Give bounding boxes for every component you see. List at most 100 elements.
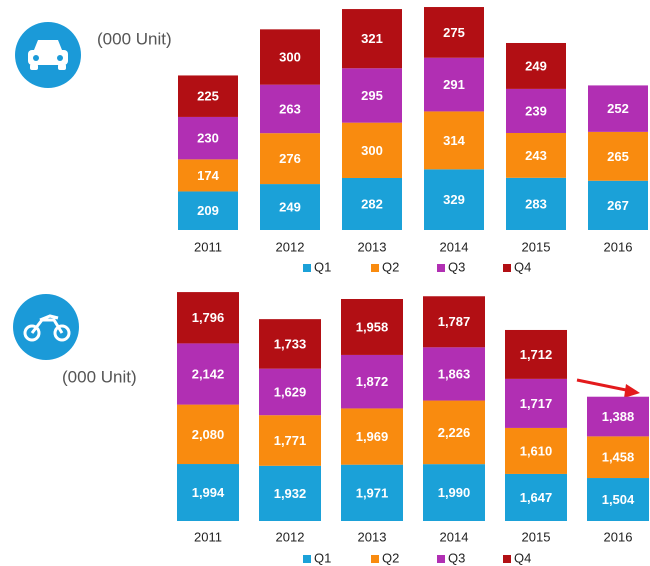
bar-segment	[588, 180, 648, 230]
data-label: 2,226	[438, 425, 471, 440]
bar-segment	[588, 85, 648, 132]
bar-segment	[178, 75, 238, 117]
bar-segment	[423, 464, 485, 521]
data-label: 263	[279, 101, 301, 116]
data-label: 249	[525, 58, 547, 73]
data-label: 1,712	[520, 347, 553, 362]
data-label: 276	[279, 151, 301, 166]
data-label: 1,717	[520, 396, 553, 411]
bar-segment	[587, 478, 649, 521]
data-label: 300	[361, 143, 383, 158]
legend-swatch	[437, 264, 445, 272]
data-label: 291	[443, 77, 465, 92]
bar-segment	[505, 473, 567, 521]
bar-segment	[341, 408, 403, 465]
data-label: 1,629	[274, 384, 307, 399]
data-label: 1,610	[520, 443, 553, 458]
unit-label: (000 Unit)	[97, 29, 172, 48]
x-tick-label: 2015	[522, 239, 551, 254]
bar-segment	[259, 368, 321, 416]
bar-segment	[506, 177, 566, 230]
bar-segment	[423, 400, 485, 465]
data-label: 1,504	[602, 492, 635, 507]
legend-label: Q2	[382, 550, 399, 565]
legend-swatch	[303, 264, 311, 272]
bar-segment	[505, 378, 567, 428]
bar-segment	[260, 84, 320, 134]
legend-label: Q4	[514, 550, 531, 565]
legend-label: Q2	[382, 259, 399, 274]
bar-segment	[260, 184, 320, 230]
bar-segment	[506, 42, 566, 89]
bar-segment	[341, 464, 403, 521]
bar-segment	[259, 319, 321, 369]
bar-segment	[505, 427, 567, 474]
x-tick-label: 2012	[276, 529, 305, 544]
bar-segment	[259, 465, 321, 521]
x-tick-label: 2016	[604, 239, 633, 254]
legend-label: Q1	[314, 259, 331, 274]
bar-segment	[177, 292, 239, 344]
data-label: 239	[525, 103, 547, 118]
data-label: 1,733	[274, 336, 307, 351]
bar-segment	[505, 329, 567, 379]
data-label: 252	[607, 101, 629, 116]
data-label: 225	[197, 89, 219, 104]
data-label: 1,990	[438, 485, 471, 500]
legend-label: Q1	[314, 550, 331, 565]
bar-segment	[177, 404, 239, 465]
data-label: 1,932	[274, 486, 307, 501]
legend-label: Q4	[514, 259, 531, 274]
data-label: 1,458	[602, 450, 635, 465]
legend-label: Q3	[448, 550, 465, 565]
motorbike-icon	[13, 294, 79, 360]
data-label: 265	[607, 149, 629, 164]
data-label: 243	[525, 148, 547, 163]
data-label: 295	[361, 88, 383, 103]
bar-segment	[423, 296, 485, 348]
legend-swatch	[371, 555, 379, 563]
bar-segment	[424, 169, 484, 230]
bar-segment	[178, 159, 238, 192]
bar-segment	[342, 68, 402, 123]
bar-segment	[424, 111, 484, 170]
unit-label: (000 Unit)	[62, 367, 137, 386]
x-tick-label: 2014	[440, 529, 469, 544]
data-label: 1,994	[192, 485, 225, 500]
x-tick-label: 2011	[194, 239, 222, 254]
legend-swatch	[371, 264, 379, 272]
bar-segment	[342, 9, 402, 69]
bar-segment	[424, 57, 484, 112]
data-label: 321	[361, 31, 383, 46]
bar-segment	[341, 299, 403, 355]
data-label: 1,971	[356, 485, 389, 500]
bar-segment	[342, 177, 402, 230]
data-label: 249	[279, 199, 301, 214]
x-tick-label: 2015	[522, 529, 551, 544]
data-label: 283	[525, 196, 547, 211]
x-tick-label: 2011	[194, 529, 222, 544]
bar-segment	[259, 415, 321, 466]
data-label: 1,969	[356, 429, 389, 444]
data-label: 1,872	[356, 374, 389, 389]
x-tick-label: 2013	[358, 529, 387, 544]
bar-segment	[423, 347, 485, 401]
x-tick-label: 2013	[358, 239, 387, 254]
data-label: 329	[443, 192, 465, 207]
data-label: 314	[443, 133, 465, 148]
data-label: 300	[279, 49, 301, 64]
bar-segment	[587, 436, 649, 479]
bar-segment	[506, 88, 566, 133]
data-label: 209	[197, 203, 219, 218]
data-label: 1,787	[438, 314, 471, 329]
x-tick-label: 2014	[440, 239, 469, 254]
legend-label: Q3	[448, 259, 465, 274]
legend-swatch	[437, 555, 445, 563]
data-label: 230	[197, 131, 219, 146]
bar-segment	[260, 133, 320, 185]
legend-swatch	[503, 264, 511, 272]
data-label: 1,647	[520, 490, 553, 505]
data-label: 267	[607, 198, 629, 213]
legend-swatch	[303, 555, 311, 563]
